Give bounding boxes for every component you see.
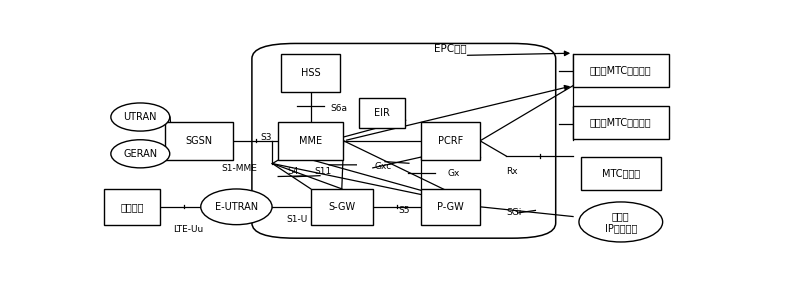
Text: S6a: S6a [330, 104, 348, 113]
FancyBboxPatch shape [282, 54, 340, 92]
FancyBboxPatch shape [421, 189, 480, 225]
Text: S11: S11 [314, 167, 331, 176]
Text: Gx: Gx [448, 169, 460, 178]
Ellipse shape [579, 202, 662, 242]
Text: S4: S4 [287, 167, 298, 176]
Text: S5: S5 [398, 206, 410, 215]
Text: S-GW: S-GW [328, 202, 355, 212]
Text: HSS: HSS [301, 68, 321, 78]
Text: SGSN: SGSN [186, 136, 213, 146]
Text: UTRAN: UTRAN [123, 112, 157, 122]
Text: P-GW: P-GW [437, 202, 464, 212]
FancyBboxPatch shape [359, 98, 406, 128]
FancyBboxPatch shape [104, 189, 160, 225]
Text: SGi: SGi [506, 209, 522, 217]
FancyBboxPatch shape [165, 122, 234, 160]
Text: LTE-Uu: LTE-Uu [173, 225, 203, 234]
Text: 归属地MTC中间网关: 归属地MTC中间网关 [590, 117, 652, 127]
Text: EIR: EIR [374, 108, 390, 118]
Ellipse shape [111, 103, 170, 131]
Text: 运营商
IP业务网络: 运营商 IP业务网络 [605, 211, 637, 233]
FancyBboxPatch shape [421, 122, 480, 160]
Text: S1-U: S1-U [286, 215, 307, 224]
FancyBboxPatch shape [581, 157, 661, 190]
Text: MTC服务器: MTC服务器 [602, 168, 640, 178]
Text: E-UTRAN: E-UTRAN [215, 202, 258, 212]
Text: Rx: Rx [506, 167, 518, 176]
Text: 拜访地MTC中间网关: 拜访地MTC中间网关 [590, 65, 652, 76]
Text: GERAN: GERAN [123, 149, 158, 159]
FancyBboxPatch shape [310, 189, 373, 225]
Text: 移动终端: 移动终端 [121, 202, 144, 212]
FancyBboxPatch shape [573, 54, 669, 87]
Ellipse shape [201, 189, 272, 225]
Text: S1-MME: S1-MME [221, 164, 257, 173]
Text: PCRF: PCRF [438, 136, 463, 146]
FancyBboxPatch shape [573, 106, 669, 139]
Text: Gxc: Gxc [374, 162, 392, 171]
Ellipse shape [111, 140, 170, 168]
Text: S3: S3 [260, 133, 271, 142]
Text: EPC系统: EPC系统 [434, 43, 466, 53]
Text: MME: MME [299, 136, 322, 146]
FancyBboxPatch shape [278, 122, 343, 160]
